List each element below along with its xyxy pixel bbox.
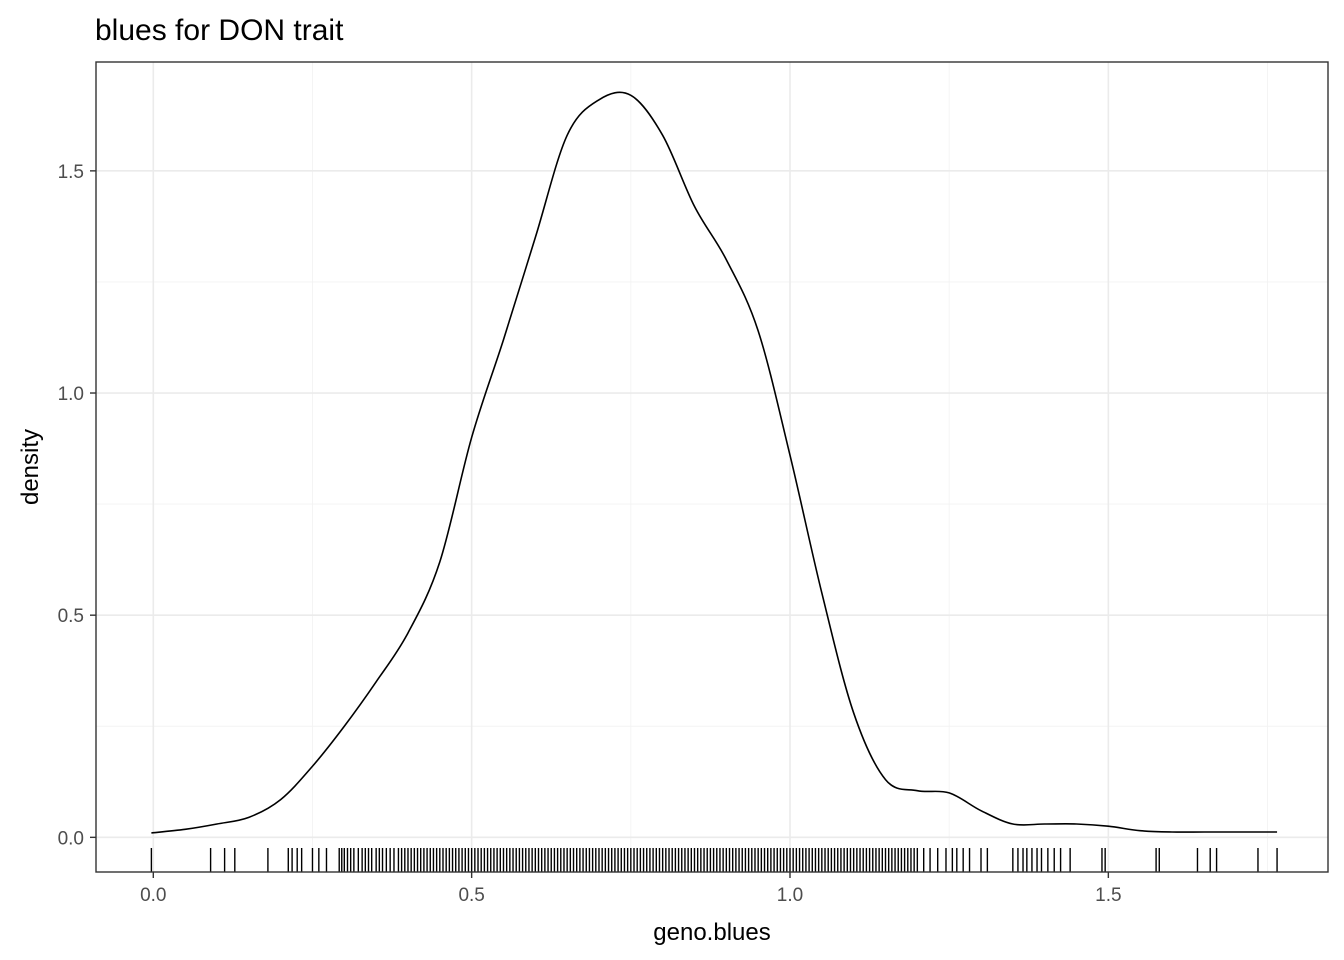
- x-tick-label: 1.0: [777, 885, 803, 906]
- x-axis-title: geno.blues: [653, 919, 770, 946]
- x-tick-label: 0.5: [458, 885, 484, 906]
- x-tick-label: 1.5: [1095, 885, 1121, 906]
- y-tick-label: 1.0: [58, 384, 84, 405]
- density-curve: [151, 91, 1278, 834]
- x-axis: 0.0 0.5 1.0 1.5: [140, 872, 1122, 906]
- y-axis-title: density: [17, 429, 44, 505]
- x-tick-label: 0.0: [140, 885, 166, 906]
- y-axis: 0.0 0.5 1.0 1.5: [58, 162, 96, 849]
- panel-border: [95, 61, 1329, 873]
- y-tick-label: 0.5: [58, 606, 84, 627]
- rug-marks: [150, 848, 1278, 872]
- y-tick-label: 0.0: [58, 828, 84, 849]
- major-gridlines: [96, 62, 1328, 872]
- panel-background: [96, 62, 1328, 872]
- minor-gridlines: [96, 62, 1328, 872]
- y-tick-label: 1.5: [58, 162, 84, 183]
- plot-panel: [95, 61, 1329, 873]
- chart-title: blues for DON trait: [95, 14, 344, 47]
